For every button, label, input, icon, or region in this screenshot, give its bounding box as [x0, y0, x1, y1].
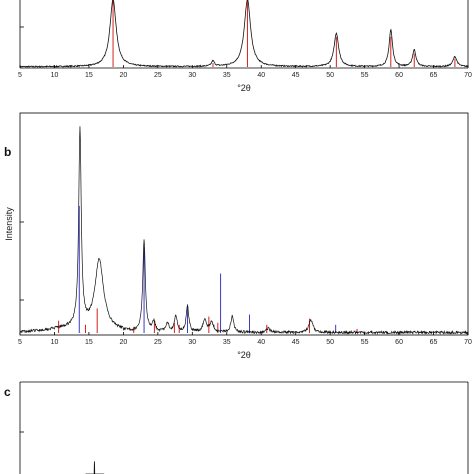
panel-a-x-ticks: 5 10 15 20 25 30 35 40 45 50 55 60 65 70	[18, 65, 472, 79]
x-tick-label: 40	[257, 339, 265, 346]
panel-b-y-axis-title: Intensity	[4, 207, 14, 241]
panel-b-reference-lines	[58, 205, 358, 333]
x-tick-label: 20	[119, 339, 127, 346]
panel-b: b 5 10 15 20 25 30 35 40 45 50 55 60 65 70 °2θ Intens…	[4, 112, 472, 360]
panel-a-pattern-line	[19, 0, 469, 68]
x-tick-label: 60	[395, 72, 403, 79]
panel-b-x-axis-title: °2θ	[237, 350, 251, 360]
x-tick-label: 50	[326, 339, 334, 346]
panel-b-letter: b	[4, 145, 11, 159]
x-tick-label: 25	[154, 72, 162, 79]
x-tick-label: 15	[85, 339, 93, 346]
panel-a-reference-lines	[112, 0, 456, 67]
x-tick-label: 45	[292, 339, 300, 346]
x-tick-label: 15	[85, 72, 93, 79]
x-tick-label: 20	[119, 72, 127, 79]
x-tick-label: 45	[292, 72, 300, 79]
panel-c-letter: c	[4, 385, 11, 399]
x-tick-label: 30	[188, 72, 196, 79]
panel-b-pattern-line	[19, 126, 469, 335]
x-tick-label: 65	[430, 339, 438, 346]
x-tick-label: 5	[18, 72, 22, 79]
x-tick-label: 10	[51, 72, 59, 79]
x-tick-label: 55	[361, 72, 369, 79]
x-tick-label: 5	[18, 339, 22, 346]
x-tick-label: 70	[464, 72, 472, 79]
panel-a-x-axis-title: °2θ	[237, 83, 251, 93]
x-tick-label: 55	[361, 339, 369, 346]
x-tick-label: 30	[188, 339, 196, 346]
x-tick-label: 60	[395, 339, 403, 346]
panel-c-pattern-line	[85, 461, 105, 474]
panel-b-frame	[19, 112, 469, 336]
x-tick-label: 70	[464, 339, 472, 346]
x-tick-label: 40	[257, 72, 265, 79]
x-tick-label: 10	[51, 339, 59, 346]
x-tick-label: 35	[223, 72, 231, 79]
x-tick-label: 25	[154, 339, 162, 346]
x-tick-label: 65	[430, 72, 438, 79]
panel-a: 5 10 15 20 25 30 35 40 45 50 55 60 65 70 °2θ	[18, 0, 472, 93]
panel-c: c	[4, 381, 469, 474]
x-tick-label: 35	[223, 339, 231, 346]
x-tick-label: 50	[326, 72, 334, 79]
panel-b-x-ticks: 5 10 15 20 25 30 35 40 45 50 55 60 65 70	[18, 332, 472, 346]
